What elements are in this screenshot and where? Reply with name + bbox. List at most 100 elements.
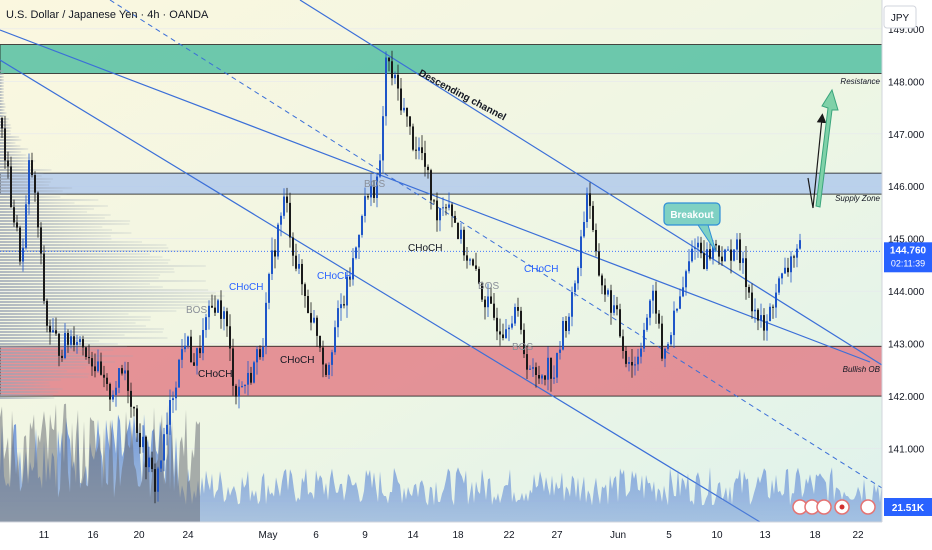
profile-bar bbox=[0, 118, 10, 120]
projection bbox=[807, 88, 839, 209]
candle-body bbox=[490, 296, 492, 304]
candle-body bbox=[658, 313, 660, 324]
x-tick-label: 13 bbox=[759, 530, 771, 541]
choch-label: CHoCH bbox=[280, 355, 314, 366]
candle-body bbox=[682, 287, 684, 297]
descending-channel bbox=[0, 0, 883, 523]
y-tick-label: 145.000 bbox=[888, 235, 925, 246]
bos-label: BOS bbox=[478, 281, 499, 292]
candle-body bbox=[4, 128, 6, 161]
profile-bar bbox=[0, 76, 4, 78]
candle-body bbox=[169, 400, 171, 425]
profile-bar bbox=[0, 376, 89, 378]
candle-body bbox=[178, 359, 180, 388]
profile-bar bbox=[0, 355, 134, 357]
profile-bar bbox=[0, 178, 53, 180]
candle-body bbox=[433, 200, 435, 202]
candle-body bbox=[712, 243, 714, 259]
candle-body bbox=[613, 305, 615, 313]
candle-body bbox=[418, 147, 420, 151]
currency-badge[interactable] bbox=[883, 5, 917, 29]
candle-body bbox=[52, 330, 54, 333]
candle-body bbox=[655, 290, 657, 314]
profile-bar bbox=[0, 232, 132, 234]
profile-bar bbox=[0, 367, 86, 369]
y-tick-label: 141.000 bbox=[888, 445, 925, 456]
candle-body bbox=[445, 207, 447, 209]
candle-body bbox=[460, 229, 462, 239]
candle-body bbox=[799, 240, 801, 249]
candle-body bbox=[265, 302, 267, 347]
candle-body bbox=[499, 331, 501, 335]
candle-body bbox=[592, 205, 594, 230]
candle-body bbox=[196, 348, 198, 366]
candle-body bbox=[280, 215, 282, 225]
x-tick-label: 22 bbox=[852, 530, 864, 541]
candle-body bbox=[121, 368, 123, 374]
profile-bar bbox=[0, 397, 55, 399]
candle-body bbox=[721, 256, 723, 262]
candle-body bbox=[277, 224, 279, 257]
profile-bar bbox=[0, 337, 168, 339]
candle-body bbox=[310, 313, 312, 323]
candle-body bbox=[19, 227, 21, 262]
candle-body bbox=[715, 243, 717, 246]
candle-body bbox=[547, 357, 549, 380]
profile-bar bbox=[0, 334, 125, 336]
candle-body bbox=[166, 424, 168, 435]
channel-lower-line bbox=[0, 59, 761, 523]
candle-body bbox=[7, 160, 9, 167]
candle-body bbox=[796, 248, 798, 258]
y-tick-label: 146.000 bbox=[888, 182, 925, 193]
candle-body bbox=[226, 311, 228, 327]
projection-path bbox=[807, 113, 827, 209]
profile-bar bbox=[0, 265, 206, 267]
profile-bar bbox=[0, 229, 113, 231]
us-flag-icon[interactable] bbox=[860, 499, 876, 515]
profile-bar bbox=[0, 298, 220, 300]
profile-bar bbox=[0, 382, 50, 384]
candle-body bbox=[334, 327, 336, 353]
profile-bar bbox=[0, 166, 33, 168]
candle-body bbox=[685, 271, 687, 288]
candle-body bbox=[754, 309, 756, 312]
candle-body bbox=[298, 263, 300, 269]
profile-bar bbox=[0, 217, 105, 219]
x-tick-label: 9 bbox=[362, 530, 368, 541]
candle-body bbox=[112, 394, 114, 400]
event-icons[interactable] bbox=[792, 499, 876, 515]
candle-body bbox=[769, 306, 771, 322]
zone-supply-zone bbox=[0, 172, 883, 195]
last-price-value: 144.760 bbox=[890, 245, 927, 256]
candle-body bbox=[292, 237, 294, 256]
us-flag-icon[interactable] bbox=[816, 499, 832, 515]
candle-body bbox=[634, 364, 636, 366]
volume-series-old bbox=[0, 403, 200, 522]
profile-bar bbox=[0, 304, 199, 306]
profile-bar bbox=[0, 97, 4, 99]
profile-bar bbox=[0, 241, 142, 243]
candle-body bbox=[601, 275, 603, 286]
profile-bar bbox=[0, 277, 159, 279]
candle-body bbox=[607, 290, 609, 295]
candle-body bbox=[475, 265, 477, 269]
candle-body bbox=[82, 339, 84, 348]
profile-bar bbox=[0, 148, 29, 150]
y-tick-label: 149.000 bbox=[888, 25, 925, 36]
candle-body bbox=[469, 259, 471, 261]
x-tick-label: 20 bbox=[133, 530, 145, 541]
profile-bar bbox=[0, 262, 169, 264]
candle-body bbox=[724, 249, 726, 262]
channel-top-line bbox=[299, 0, 883, 366]
profile-bar bbox=[0, 91, 4, 93]
profile-bar bbox=[0, 325, 146, 327]
candle-body bbox=[97, 361, 99, 372]
profile-bar bbox=[0, 283, 151, 285]
candle-body bbox=[253, 362, 255, 383]
zone-labels: Resistance Supply Zone Bullish OB bbox=[835, 77, 881, 374]
currency-badge-label: JPY bbox=[891, 13, 910, 24]
profile-bar bbox=[0, 235, 111, 237]
x-tick-label: 24 bbox=[182, 530, 194, 541]
breakout-label: Breakout bbox=[670, 210, 714, 221]
